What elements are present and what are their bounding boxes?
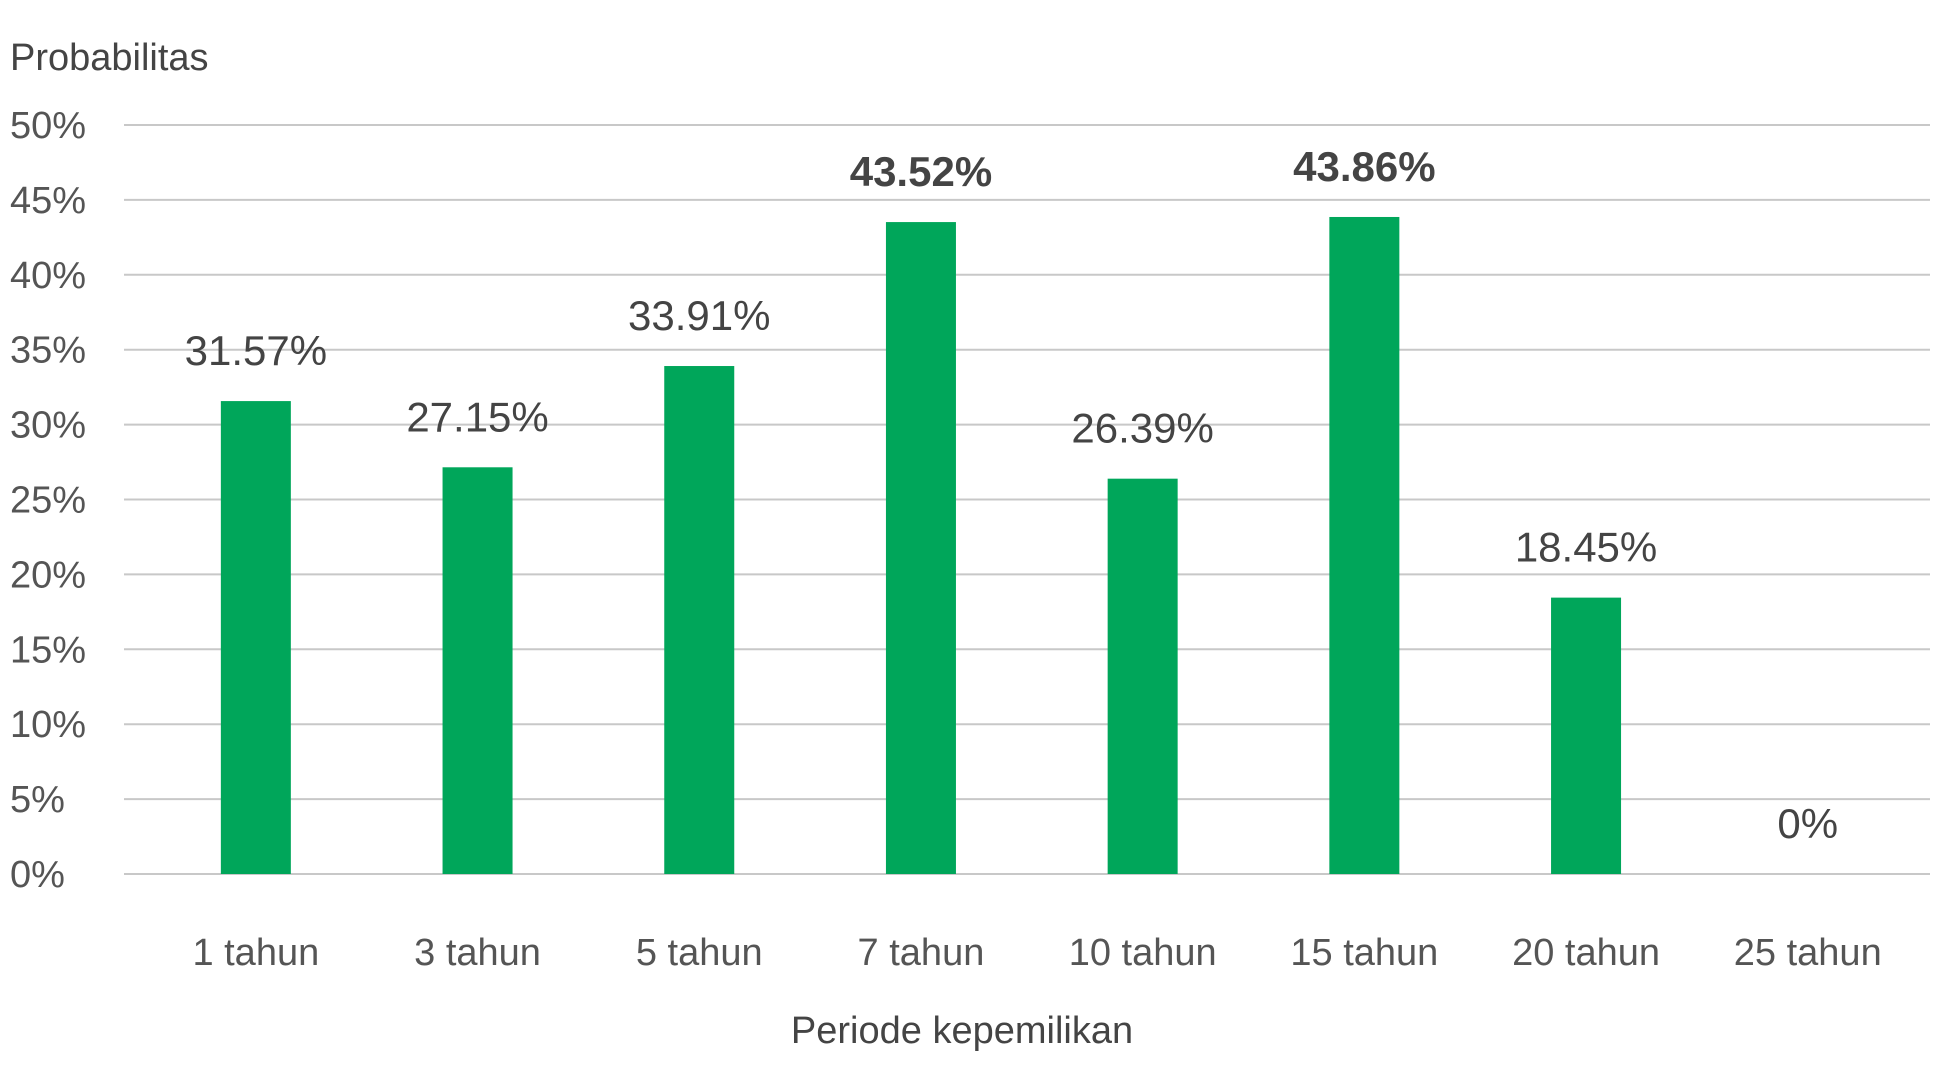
category-label: 7 tahun xyxy=(858,932,985,974)
y-tick-label: 0% xyxy=(10,854,65,896)
y-axis-title: Probabilitas xyxy=(10,37,209,79)
data-label: 31.57% xyxy=(185,327,327,374)
y-tick-label: 30% xyxy=(10,405,86,447)
x-axis-title: Periode kepemilikan xyxy=(791,1010,1133,1052)
data-label: 26.39% xyxy=(1071,405,1213,452)
data-label: 33.91% xyxy=(628,292,770,339)
bar xyxy=(442,467,513,874)
y-tick-label: 45% xyxy=(10,180,86,222)
y-tick-label: 5% xyxy=(10,779,65,821)
bar xyxy=(1107,478,1178,874)
y-tick-label: 20% xyxy=(10,554,86,596)
y-tick-label: 25% xyxy=(10,480,86,522)
y-axis-ticks: 0% 5% 10% 15% 20% 25% 30% 35% 40% 45% 50% xyxy=(10,105,86,896)
bar xyxy=(1551,597,1622,874)
x-axis-categories: 1 tahun 3 tahun 5 tahun 7 tahun 10 tahun 15 t… xyxy=(192,932,1881,974)
category-label: 25 tahun xyxy=(1734,932,1882,974)
y-tick-label: 50% xyxy=(10,105,86,147)
category-label: 15 tahun xyxy=(1290,932,1438,974)
data-label: 27.15% xyxy=(406,393,548,440)
y-tick-label: 10% xyxy=(10,704,86,746)
y-tick-label: 15% xyxy=(10,629,86,671)
category-label: 20 tahun xyxy=(1512,932,1660,974)
data-label: 0% xyxy=(1777,800,1838,847)
category-label: 1 tahun xyxy=(192,932,319,974)
y-tick-label: 40% xyxy=(10,255,86,297)
gridlines xyxy=(124,124,1930,875)
bar xyxy=(1329,216,1400,875)
data-label: 43.52% xyxy=(850,148,992,195)
bars xyxy=(220,216,1622,875)
category-label: 3 tahun xyxy=(414,932,541,974)
bar xyxy=(885,222,956,874)
y-tick-label: 35% xyxy=(10,330,86,372)
data-label: 43.86% xyxy=(1293,143,1435,190)
bar xyxy=(220,401,291,874)
category-label: 5 tahun xyxy=(636,932,763,974)
data-label: 18.45% xyxy=(1515,524,1657,571)
data-labels: 31.57% 27.15% 33.91% 43.52% 26.39% 43.86% 18.4… xyxy=(185,143,1838,847)
category-label: 10 tahun xyxy=(1069,932,1217,974)
bar xyxy=(664,366,735,874)
